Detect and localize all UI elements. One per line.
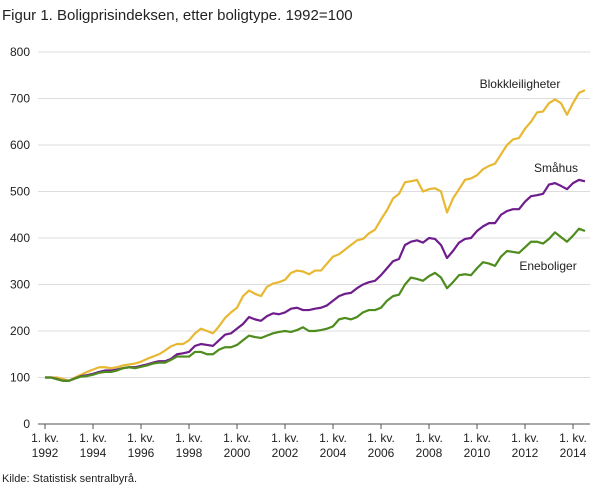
y-tick-label: 400 <box>10 231 30 245</box>
x-tick-label: 1. kv. 1996 <box>127 431 155 460</box>
series-label: Blokkleiligheter <box>480 77 561 91</box>
y-tick-label: 0 <box>23 417 30 431</box>
line <box>45 178 586 382</box>
x-tick-label-line: 1. kv. <box>559 431 587 445</box>
x-tick-label-line: 2012 <box>512 446 539 460</box>
x-tick-label-line: 1. kv. <box>127 431 155 445</box>
x-tick-label-line: 1. kv. <box>175 431 203 445</box>
x-tick-label-line: 2000 <box>224 446 251 460</box>
x-tick-label-line: 1. kv. <box>319 431 347 445</box>
x-tick-label-line: 1. kv. <box>463 431 491 445</box>
x-tick-label: 1. kv. 2004 <box>319 431 347 460</box>
x-tick-label: 1. kv. 2014 <box>559 431 587 460</box>
x-tick-label-line: 1. kv. <box>367 431 395 445</box>
x-tick-label: 1. kv. 2006 <box>367 431 395 460</box>
x-tick-label-line: 1. kv. <box>223 431 251 445</box>
x-tick-label-line: 1. kv. <box>31 431 59 445</box>
line <box>45 89 586 382</box>
x-tick-label-line: 1. kv. <box>79 431 107 445</box>
x-tick-label: 1. kv. 2000 <box>223 431 251 460</box>
x-tick-label-line: 2008 <box>416 446 443 460</box>
source: Kilde: Statistisk sentralbyrå. <box>2 473 137 485</box>
x-tick-label: 1. kv. 2002 <box>271 431 299 460</box>
x-tick-label: 1. kv. 2010 <box>463 431 491 460</box>
x-tick-label: 1. kv. 1998 <box>175 431 203 460</box>
x-tick-label-line: 1. kv. <box>271 431 299 445</box>
y-tick-label: 700 <box>10 92 30 106</box>
x-tick-label-line: 1996 <box>128 446 155 460</box>
y-tick-label: 600 <box>10 138 30 152</box>
x-tick-label-line: 1998 <box>176 446 203 460</box>
y-tick-label: 800 <box>10 45 30 59</box>
x-tick-label-line: 2004 <box>320 446 347 460</box>
y-tick-label: 200 <box>10 324 30 338</box>
y-tick-label: 100 <box>10 371 30 385</box>
series-label: Eneboliger <box>519 259 576 273</box>
y-tick-label: 500 <box>10 185 30 199</box>
x-tick-label-line: 1992 <box>32 446 59 460</box>
x-tick-label-line: 1. kv. <box>415 431 443 445</box>
x-tick-label-line: 2014 <box>560 446 587 460</box>
x-tick-label: 1. kv. 1994 <box>79 431 107 460</box>
x-tick-label: 1. kv. 1992 <box>31 431 59 460</box>
chart-title: Figur 1. Boligprisindeksen, etter boligt… <box>2 7 353 24</box>
y-tick-label: 300 <box>10 278 30 292</box>
x-tick-label-line: 2010 <box>464 446 491 460</box>
line <box>45 227 586 382</box>
x-tick-label-line: 1994 <box>80 446 107 460</box>
x-tick-label: 1. kv. 2008 <box>415 431 443 460</box>
series-label: Småhus <box>534 161 578 175</box>
x-tick-label-line: 1. kv. <box>511 431 539 445</box>
x-tick-label-line: 2002 <box>272 446 299 460</box>
x-tick-label-line: 2006 <box>368 446 395 460</box>
x-tick-label: 1. kv. 2012 <box>511 431 539 460</box>
